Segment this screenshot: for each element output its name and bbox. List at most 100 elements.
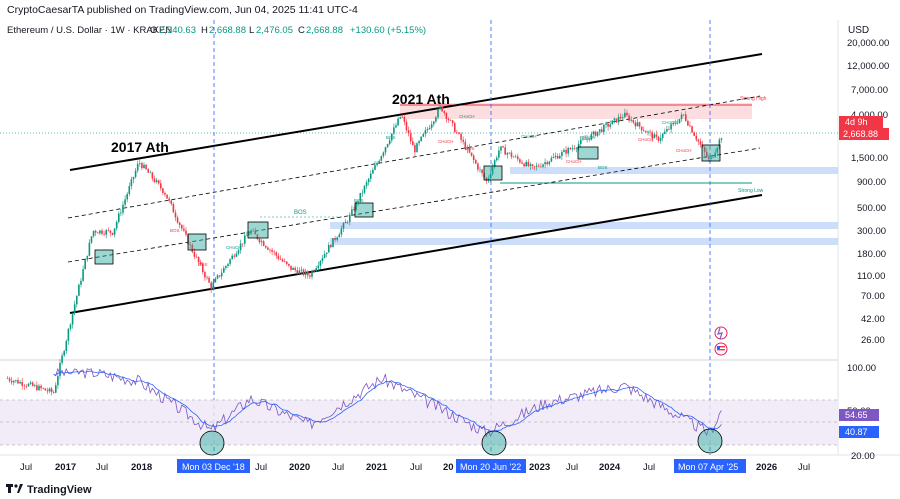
demand-zone [510,167,838,174]
bos-label: BOS [465,146,475,151]
candle-body [451,120,454,124]
candle-body [128,186,131,194]
supply-zone [400,103,752,119]
candle-body [103,233,105,235]
candle-body [600,129,603,132]
candle-body [67,328,70,341]
accumulation-box [354,202,374,218]
candle-body [246,235,248,236]
candle-body [52,392,55,393]
time-label: Jul [410,462,422,473]
candle-body [680,114,683,119]
candle-body [626,112,628,116]
candle-body [708,156,710,160]
candle-body [105,230,107,235]
ohlc-low-value: 2,476.05 [256,25,293,36]
candle-body [508,152,511,154]
candle-body [288,263,290,266]
footer-brand: TradingView [27,484,92,496]
chch-label: CHoCH [662,120,678,125]
candle-body [86,255,89,260]
candle-body [311,271,313,277]
candle-body [537,165,540,167]
candle-body [248,233,250,236]
accumulation-box [577,146,599,160]
ohlc-change: +130.60 (+5.15%) [350,25,426,36]
candle-body [563,149,565,152]
candle-body [512,156,515,158]
price-tick: 1,500.00 [851,153,888,164]
symbol-title: Ethereum / U.S. Dollar · 1W · KRAKEN [7,25,172,36]
candle-body [699,141,702,145]
candle-body [336,237,338,240]
accumulation-box [94,249,114,265]
candle-body [78,284,80,296]
candle-body [351,209,353,215]
candle-body [363,185,366,193]
candle-body [25,385,28,387]
candle-body [653,134,656,139]
rsi-oversold-marker [481,430,507,456]
candle-body [36,385,38,391]
candle-body [657,136,660,141]
candle-body [31,382,34,386]
time-label: Jul [798,462,810,473]
candle-body [141,163,143,169]
candle-body [130,179,133,187]
candle-body [705,151,708,157]
price-tick: 7,000.00 [851,85,888,96]
price-tick: 4,000.00 [851,110,888,121]
candle-body [365,182,368,186]
candle-body [172,203,175,213]
tradingview-logo[interactable] [6,484,23,493]
candle-body [353,209,355,211]
candle-body [59,362,61,377]
candle-body [716,147,719,153]
alert-icon[interactable] [714,326,728,340]
candle-body [567,148,569,154]
candle-body [718,139,721,148]
candle-body [405,121,408,131]
candle-body [237,250,240,254]
candle-body [285,261,288,264]
rsi-tick: 100.00 [847,363,876,374]
candle-body [546,162,548,165]
ohlc-low-label: L [249,25,254,36]
price-tick: 110.00 [857,271,885,282]
candle-body [418,140,420,144]
publisher-line: CryptoCaesarTA published on TradingView.… [7,4,358,16]
candle-body [193,251,196,257]
price-tick: 26.00 [861,335,885,346]
candle-body [395,125,397,128]
candle-body [220,272,223,277]
candle-body [75,295,78,305]
strong-high-label: Strong High [740,96,767,102]
candle-body [584,139,586,140]
candle-body [149,172,152,174]
candle-body [304,271,307,276]
candle-body [540,166,542,168]
candle-body [262,241,265,246]
candle-body [605,124,607,125]
support-zone-lower [330,238,838,245]
candle-body [558,155,561,159]
channel-upper-line [69,53,763,171]
candle-body [588,138,590,140]
price-tick: 20,000.00 [847,38,889,49]
candle-body [579,139,582,144]
channel-mid-upper-line [67,95,761,219]
candle-body [210,282,212,290]
candle-body [493,160,496,167]
candle-body [487,178,490,181]
candle-body [491,166,494,175]
price-axis[interactable]: 20,000.00 12,000.00 7,000.00 4,000.00 1,… [847,38,889,346]
candle-body [668,128,670,130]
flag-icon[interactable] [714,342,728,356]
candle-body [290,265,292,270]
candle-body [531,164,534,167]
candle-body [61,355,63,363]
candle-body [227,263,229,266]
rsi-oversold-marker [199,430,225,456]
candle-body [321,258,324,262]
time-axis[interactable]: Jul 2017 Jul 2018 Jul 2020 Jul 2021 Jul … [20,462,810,473]
